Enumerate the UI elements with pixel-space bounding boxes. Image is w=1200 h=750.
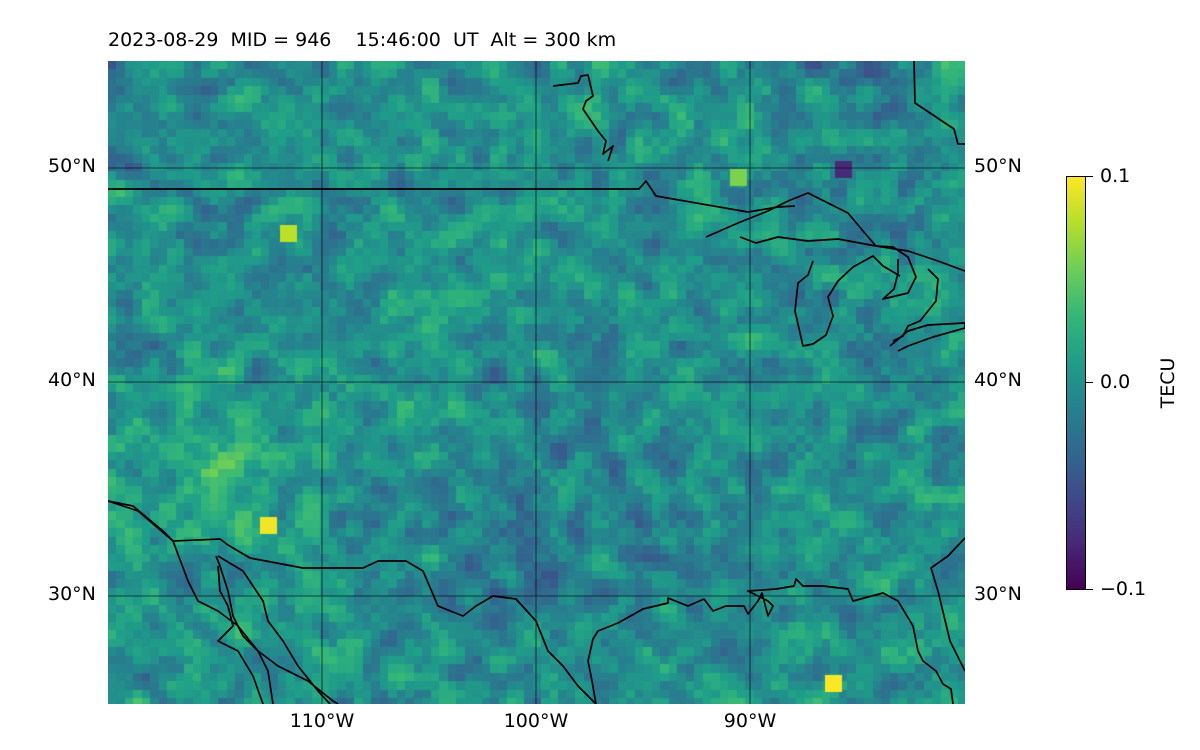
lon-label-100w: 100°W <box>503 710 569 732</box>
tec-map <box>108 61 965 704</box>
gulf-coast <box>587 578 954 704</box>
colorbar-label-max: 0.1 <box>1100 165 1131 187</box>
colorbar-title: TECU <box>1157 357 1179 409</box>
lat-label-left-30: 30°N <box>48 583 96 605</box>
lake-huron <box>875 245 917 300</box>
james-bay-coast <box>552 74 614 162</box>
lake-michigan <box>794 255 901 347</box>
lon-label-110w: 110°W <box>289 710 355 732</box>
colorbar <box>1066 176 1086 590</box>
colorbar-tick-min <box>1086 589 1093 590</box>
us-mexico-border <box>108 500 597 704</box>
gulf-of-california <box>217 555 331 704</box>
colorbar-label-zero: 0.0 <box>1100 371 1131 393</box>
map-overlay <box>108 61 965 704</box>
michigan-east <box>892 268 939 342</box>
lake-ontario <box>875 245 965 272</box>
colorbar-label-min: −0.1 <box>1100 578 1147 600</box>
lat-label-left-40: 40°N <box>48 369 96 391</box>
baja-west <box>217 565 264 704</box>
hudson-bay-coast <box>913 61 965 145</box>
lat-label-right-50: 50°N <box>974 155 1022 177</box>
colorbar-tick-max <box>1086 176 1093 177</box>
lat-label-left-50: 50°N <box>48 155 96 177</box>
coastlines-borders <box>108 61 965 704</box>
gridlines <box>108 61 965 704</box>
baja-coast <box>215 555 274 704</box>
lake-erie <box>889 322 965 352</box>
florida-east <box>930 537 965 672</box>
lat-label-right-40: 40°N <box>974 369 1022 391</box>
us-canada-border <box>108 180 796 213</box>
pacific-coast <box>108 500 339 704</box>
lat-label-right-30: 30°N <box>974 583 1022 605</box>
map-title: 2023-08-29 MID = 946 15:46:00 UT Alt = 3… <box>108 29 617 51</box>
lake-superior <box>705 192 877 247</box>
colorbar-tick-zero <box>1086 382 1093 383</box>
lon-label-90w: 90°W <box>723 710 777 732</box>
